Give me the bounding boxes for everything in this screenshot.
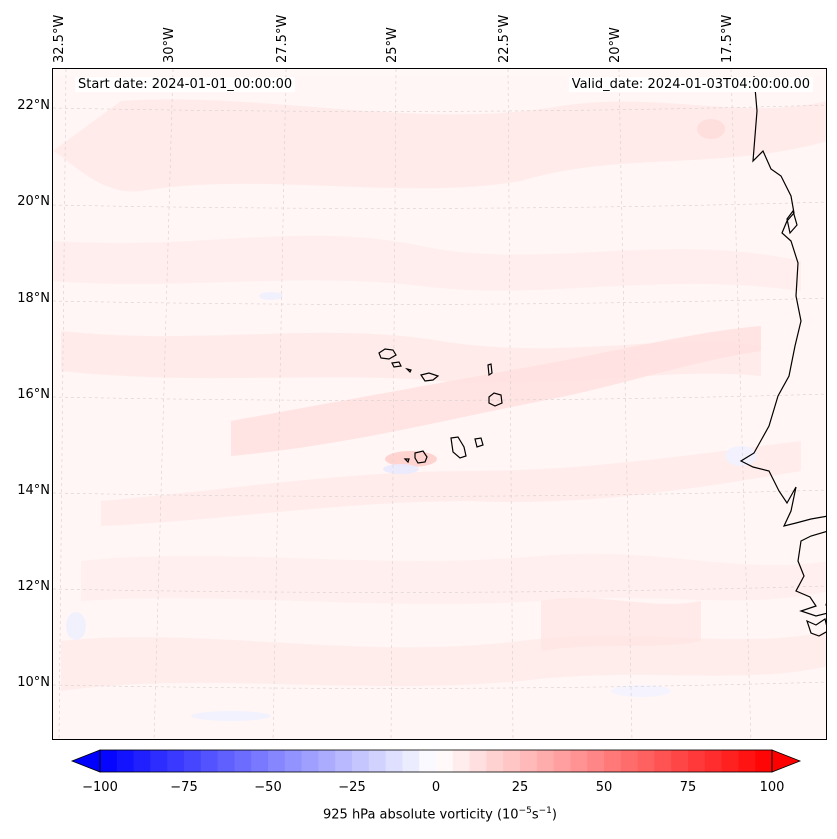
colorbar-swatch <box>167 750 185 772</box>
graticule <box>53 69 826 739</box>
lon-label-22-5w: 22.5°W <box>497 14 512 63</box>
colorbar-swatch <box>217 750 235 772</box>
lon-label-17-5w: 17.5°W <box>720 14 735 63</box>
map-panel <box>52 68 827 740</box>
colorbar-swatch <box>200 750 219 772</box>
colorbar-swatch <box>587 750 605 772</box>
colorbar-label: 925 hPa absolute vorticity (10−5s−1) <box>0 806 837 822</box>
vorticity-map <box>53 69 826 739</box>
colorbar-tick: 100 <box>759 780 785 795</box>
colorbar-swatch <box>721 750 739 772</box>
colorbar-swatch <box>570 750 588 772</box>
lat-label-16n: 16°N <box>17 387 50 402</box>
colorbar-tick: −75 <box>170 780 198 795</box>
lat-label-22n: 22°N <box>17 98 50 113</box>
colorbar-min-arrow <box>70 749 101 773</box>
colorbar-label-text: 925 hPa absolute vorticity (10 <box>323 807 519 823</box>
colorbar-tick: −25 <box>338 780 366 795</box>
colorbar-swatch <box>469 750 487 772</box>
colorbar-label-unit: s <box>531 807 539 823</box>
colorbar-swatches <box>100 750 773 772</box>
lat-label-14n: 14°N <box>17 483 50 498</box>
colorbar-swatch <box>301 750 319 772</box>
colorbar-tick: 0 <box>431 780 441 795</box>
colorbar-swatch <box>637 750 655 772</box>
colorbar-swatch <box>755 750 773 772</box>
colorbar-swatch <box>234 750 252 772</box>
colorbar-outline <box>99 749 773 773</box>
colorbar-swatch <box>419 750 437 772</box>
lon-label-30w: 30°W <box>162 27 177 63</box>
colorbar-max-arrow <box>771 749 802 773</box>
colorbar-swatch <box>620 750 639 772</box>
colorbar-swatch <box>284 750 303 772</box>
colorbar-swatch <box>150 750 168 772</box>
colorbar-swatch <box>654 750 672 772</box>
lon-label-27-5w: 27.5°W <box>275 14 290 63</box>
start-date-label: Start date: 2024-01-01_00:00:00 <box>75 77 296 92</box>
colorbar-label-exponent: −1 <box>538 806 552 816</box>
colorbar-tick: −100 <box>82 780 118 795</box>
colorbar-swatch <box>368 750 387 772</box>
colorbar-swatch <box>402 750 420 772</box>
colorbar-label-exponent: −5 <box>518 806 532 816</box>
lat-label-10n: 10°N <box>17 675 50 690</box>
colorbar-swatch <box>184 750 202 772</box>
lat-label-12n: 12°N <box>17 579 50 594</box>
colorbar-tick: 50 <box>595 780 613 795</box>
colorbar-swatch <box>553 750 571 772</box>
lon-label-20w: 20°W <box>608 27 623 63</box>
colorbar-swatch <box>738 750 756 772</box>
colorbar-swatch <box>604 750 622 772</box>
vorticity-contours <box>53 76 826 739</box>
colorbar-swatch <box>704 750 723 772</box>
colorbar-swatch <box>268 750 286 772</box>
colorbar-swatch <box>503 750 521 772</box>
lat-label-20n: 20°N <box>17 194 50 209</box>
colorbar-swatch <box>452 750 471 772</box>
valid-date-label: Valid_date: 2024-01-03T04:00:00.00 <box>568 77 813 92</box>
lon-label-32-5w: 32.5°W <box>52 14 67 63</box>
lat-label-18n: 18°N <box>17 291 50 306</box>
colorbar-swatch <box>486 750 504 772</box>
colorbar-swatch <box>436 750 454 772</box>
colorbar-swatch <box>100 750 118 772</box>
colorbar-swatch <box>116 750 135 772</box>
colorbar-swatch <box>671 750 689 772</box>
west-african-coastline <box>739 75 826 637</box>
colorbar-swatch <box>688 750 706 772</box>
colorbar-swatch <box>385 750 403 772</box>
colorbar-swatch <box>335 750 353 772</box>
lon-label-25w: 25°W <box>385 27 400 63</box>
colorbar-swatch <box>318 750 336 772</box>
colorbar-swatch <box>536 750 555 772</box>
colorbar-swatch <box>251 750 269 772</box>
colorbar-label-end: ) <box>551 807 557 823</box>
colorbar-tick: 25 <box>511 780 529 795</box>
colorbar-swatch <box>520 750 538 772</box>
colorbar <box>70 749 802 773</box>
colorbar-swatch <box>133 750 151 772</box>
colorbar-swatch <box>352 750 370 772</box>
colorbar-tick: 75 <box>679 780 697 795</box>
cape-verde-islands <box>378 348 503 464</box>
colorbar-tick: −50 <box>254 780 282 795</box>
